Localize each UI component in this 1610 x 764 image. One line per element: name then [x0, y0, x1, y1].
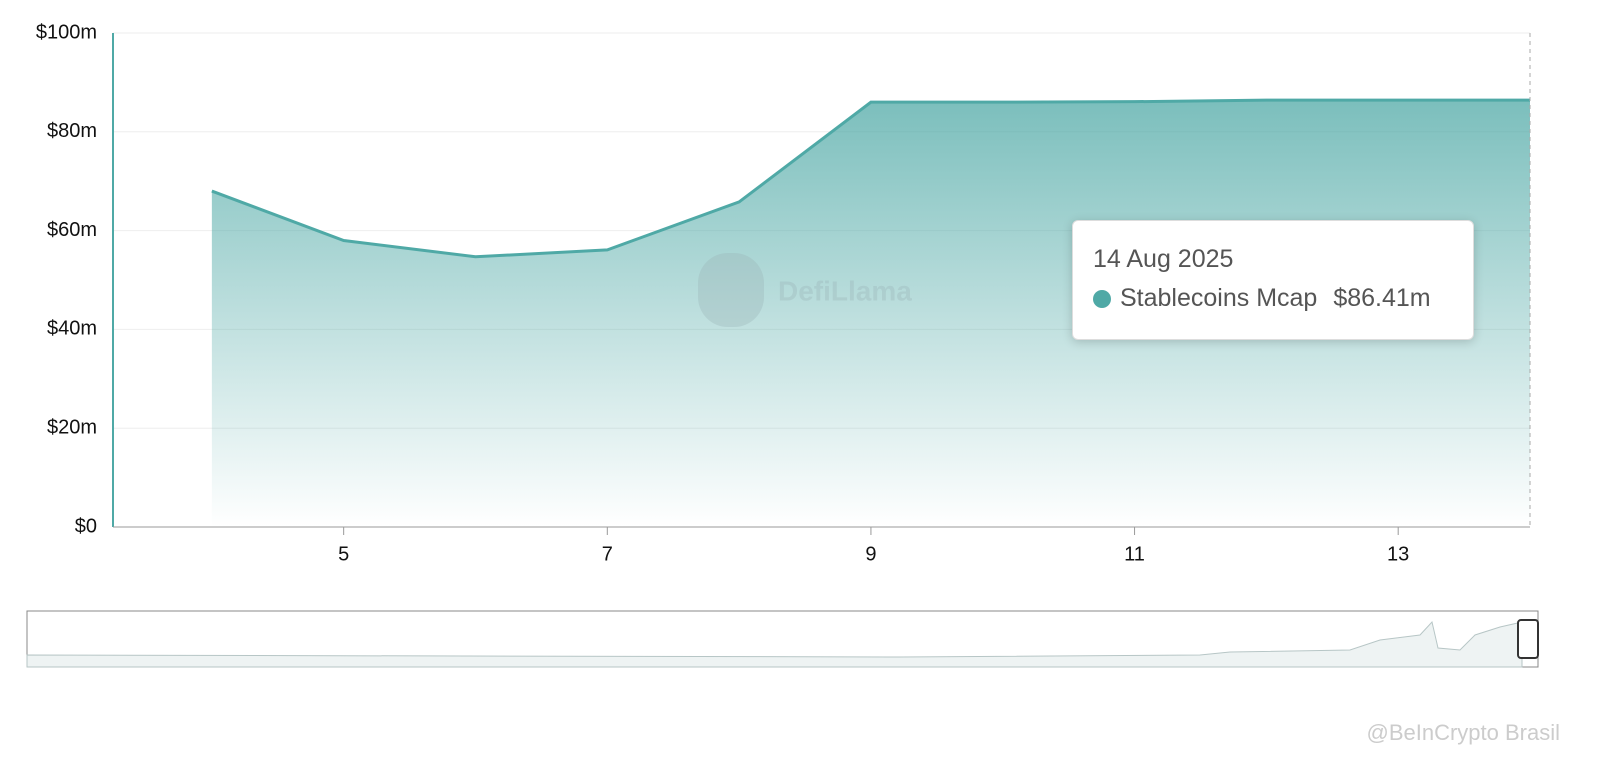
y-tick-label: $40m: [47, 318, 97, 340]
tooltip-date: 14 Aug 2025: [1093, 245, 1234, 273]
y-tick-label: $100m: [36, 21, 97, 43]
brush: [26, 610, 1539, 668]
y-tick-label: $60m: [47, 219, 97, 241]
brush-handle[interactable]: [1517, 619, 1539, 659]
tooltip-row: Stablecoins Mcap $86.41m: [1093, 284, 1453, 313]
line: [211, 98, 1531, 259]
y-tick-label: $80m: [47, 120, 97, 142]
x-tick-label: 5: [338, 543, 349, 565]
y-tick-label: $20m: [47, 416, 97, 438]
x-tick-label: 9: [865, 543, 876, 565]
tooltip-dot: [1093, 289, 1111, 308]
x-tick-label: 11: [1124, 543, 1145, 565]
watermark: DefiLlama: [698, 253, 912, 327]
y-tick-label: $0: [75, 515, 97, 537]
tooltip-value: $86.41m: [1333, 284, 1431, 312]
tooltip-series: Stablecoins Mcap: [1120, 284, 1318, 312]
watermark-text: DefiLlama: [778, 275, 912, 306]
area: [211, 100, 1530, 528]
x-tick-label: 7: [602, 543, 613, 565]
credit: @BeInCrypto Brasil: [1366, 720, 1560, 745]
x-tick-label: 13: [1387, 543, 1409, 565]
tooltip: 14 Aug 2025 Stablecoins Mcap $86.41m: [1072, 220, 1474, 340]
watermark-logo: [698, 253, 764, 327]
